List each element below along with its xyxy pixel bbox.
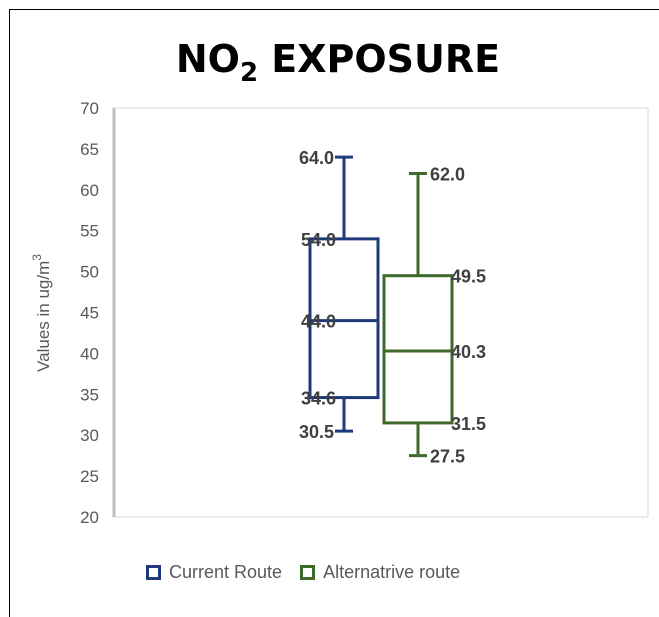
chart-title-subscript: 2	[240, 58, 258, 88]
chart-title: NO2 EXPOSURE	[176, 37, 500, 88]
data-label-median-current-route: 44.0	[301, 312, 336, 332]
y-tick-label-55: 55	[80, 222, 99, 241]
legend-label-current-route: Current Route	[169, 562, 283, 582]
y-tick-label-40: 40	[80, 344, 99, 363]
chart-title-rest: EXPOSURE	[258, 37, 500, 81]
plot-boxes: 64.0 54.0 44.0 34.6 30.5 62.0 49.5 40.3 31.5 27.5	[299, 148, 486, 467]
y-tick-label-45: 45	[80, 304, 99, 323]
iqr-box-alternative-route	[382, 274, 454, 425]
data-label-min-alternative-route: 27.5	[430, 447, 465, 467]
y-tick-label-30: 30	[80, 426, 99, 445]
y-tick-label-35: 35	[80, 385, 99, 404]
y-tick-label-50: 50	[80, 263, 99, 282]
data-label-min-current-route: 30.5	[299, 422, 334, 442]
plot-axes: 20 25 30 35 40 45 50 55 60 65 70	[80, 99, 649, 527]
legend-swatch-current-route	[146, 565, 161, 580]
y-tick-label-65: 65	[80, 140, 99, 159]
y-axis-label-main: Values in ug/m	[34, 261, 53, 372]
legend-item-current-route[interactable]: Current Route	[146, 562, 282, 583]
iqr-box-current-route	[308, 237, 380, 400]
legend: Current Route Alternatrive route	[146, 562, 478, 583]
data-label-median-alternative-route: 40.3	[451, 342, 486, 362]
data-label-max-alternative-route: 62.0	[430, 164, 465, 184]
y-tick-label-70: 70	[80, 99, 99, 118]
y-axis-label-superscript: 3	[30, 254, 44, 261]
legend-item-alternative-route[interactable]: Alternatrive route	[300, 562, 460, 583]
data-label-q1-current-route: 34.6	[301, 389, 336, 409]
box-current-route: 64.0 54.0 44.0 34.6 30.5	[299, 148, 380, 442]
y-tick-label-25: 25	[80, 467, 99, 486]
plot-area-border	[112, 107, 649, 518]
data-label-q1-alternative-route: 31.5	[451, 414, 486, 434]
legend-swatch-alternative-route	[300, 565, 316, 580]
data-label-q3-current-route: 54.0	[301, 230, 336, 250]
chart-title-main: NO	[176, 37, 240, 81]
y-tick-label-60: 60	[80, 181, 99, 200]
chart-frame	[9, 9, 659, 617]
y-tick-label-20: 20	[80, 508, 99, 527]
y-axis-label: Values in ug/m3	[30, 254, 53, 372]
data-label-max-current-route: 64.0	[299, 148, 334, 168]
legend-label-alternative-route: Alternatrive route	[323, 562, 461, 582]
box-alternative-route: 62.0 49.5 40.3 31.5 27.5	[382, 164, 486, 467]
data-label-q3-alternative-route: 49.5	[451, 267, 486, 287]
